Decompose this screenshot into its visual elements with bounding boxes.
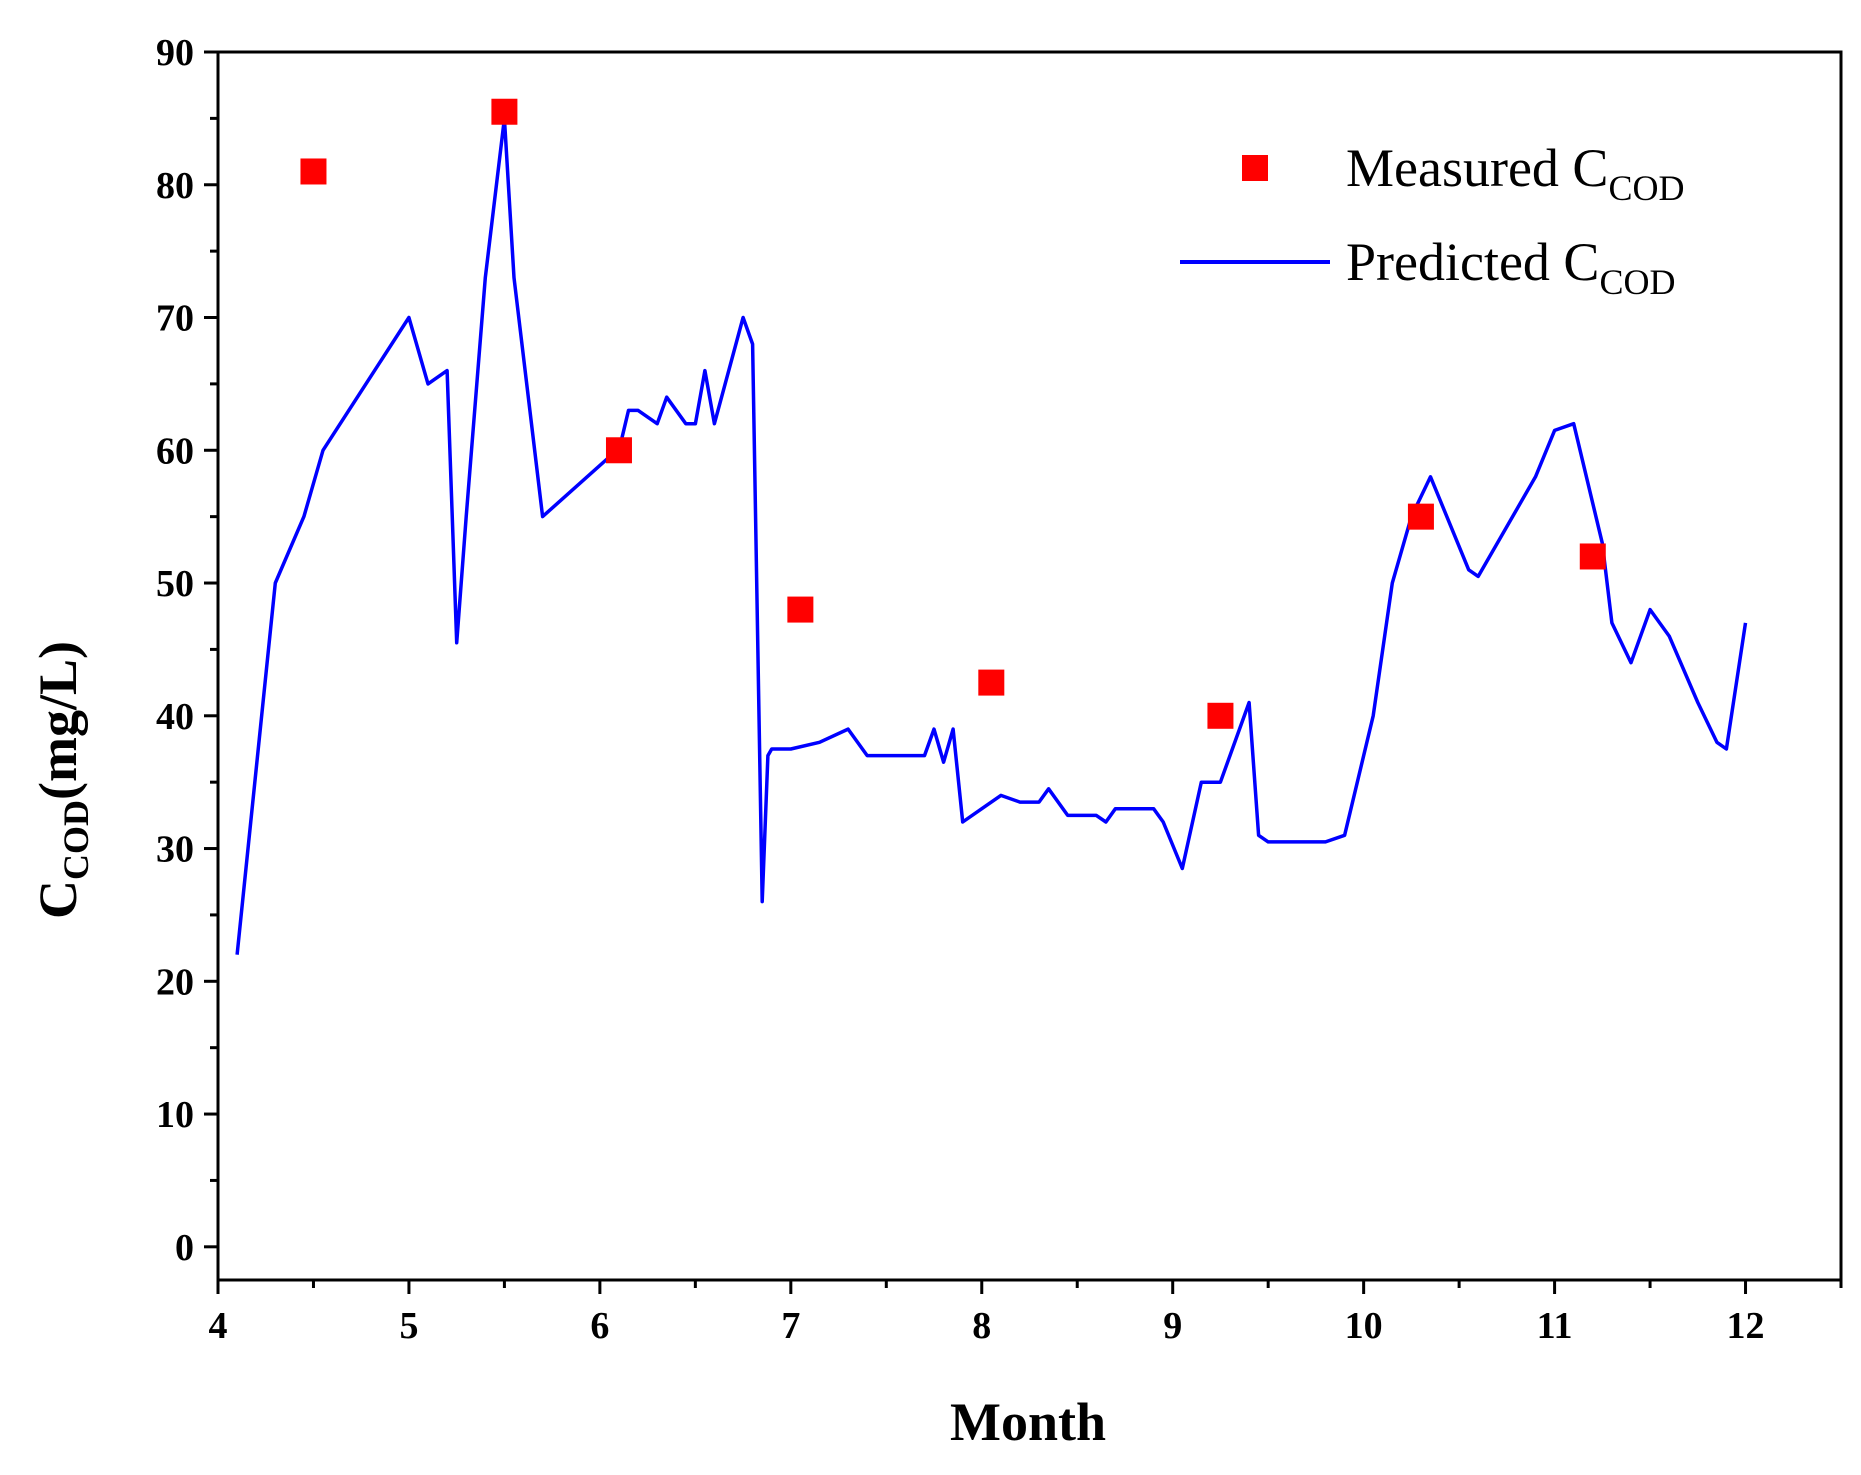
y-tick-label: 20	[156, 961, 194, 1003]
x-tick-label: 9	[1163, 1305, 1182, 1347]
x-tick-label: 6	[590, 1305, 609, 1347]
measured-point	[491, 98, 518, 125]
y-tick-label: 50	[156, 563, 194, 605]
y-tick-label: 80	[156, 165, 194, 207]
x-tick-label: 4	[209, 1305, 228, 1347]
plot-frame	[216, 50, 1843, 1282]
y-axis-title-sub: COD	[56, 800, 96, 880]
x-axis-ticks: 4 5 6 7 8 9 10 11 12	[209, 1280, 1843, 1347]
measured-point	[787, 596, 814, 623]
measured-point	[1407, 503, 1434, 530]
legend-label-measured: Measured CCOD	[1346, 138, 1684, 208]
x-tick-label: 5	[399, 1305, 418, 1347]
x-tick-label: 11	[1537, 1305, 1573, 1347]
x-tick-label: 12	[1727, 1305, 1765, 1347]
y-tick-label: 0	[175, 1227, 194, 1269]
measured-series	[300, 98, 1606, 729]
legend: Measured CCOD Predicted CCOD	[1180, 138, 1684, 302]
x-tick-label: 8	[972, 1305, 991, 1347]
predicted-line	[235, 116, 1748, 955]
x-axis-title: Month	[950, 1392, 1106, 1452]
y-axis-title-main: C	[28, 880, 88, 919]
y-axis-title: CCOD(mg/L)	[28, 641, 96, 919]
y-axis-ticks: 0 10 20 30 40 50 60 70 80 90	[156, 32, 218, 1269]
y-axis-title-unit: (mg/L)	[28, 641, 88, 800]
y-tick-label: 40	[156, 696, 194, 738]
x-tick-label: 10	[1345, 1305, 1383, 1347]
measured-point	[978, 669, 1005, 696]
y-tick-label: 60	[156, 430, 194, 472]
y-tick-label: 70	[156, 298, 194, 340]
plot-border	[216, 50, 1843, 1282]
legend-label-predicted: Predicted CCOD	[1346, 232, 1675, 302]
predicted-series	[235, 116, 1748, 955]
measured-point	[1207, 702, 1234, 729]
x-tick-label: 7	[781, 1305, 800, 1347]
y-tick-label: 10	[156, 1094, 194, 1136]
y-tick-label: 30	[156, 829, 194, 871]
measured-point	[1579, 543, 1606, 570]
measured-point	[300, 158, 327, 185]
measured-point	[605, 437, 632, 464]
y-tick-label: 90	[156, 32, 194, 74]
legend-marker-measured	[1242, 155, 1268, 181]
